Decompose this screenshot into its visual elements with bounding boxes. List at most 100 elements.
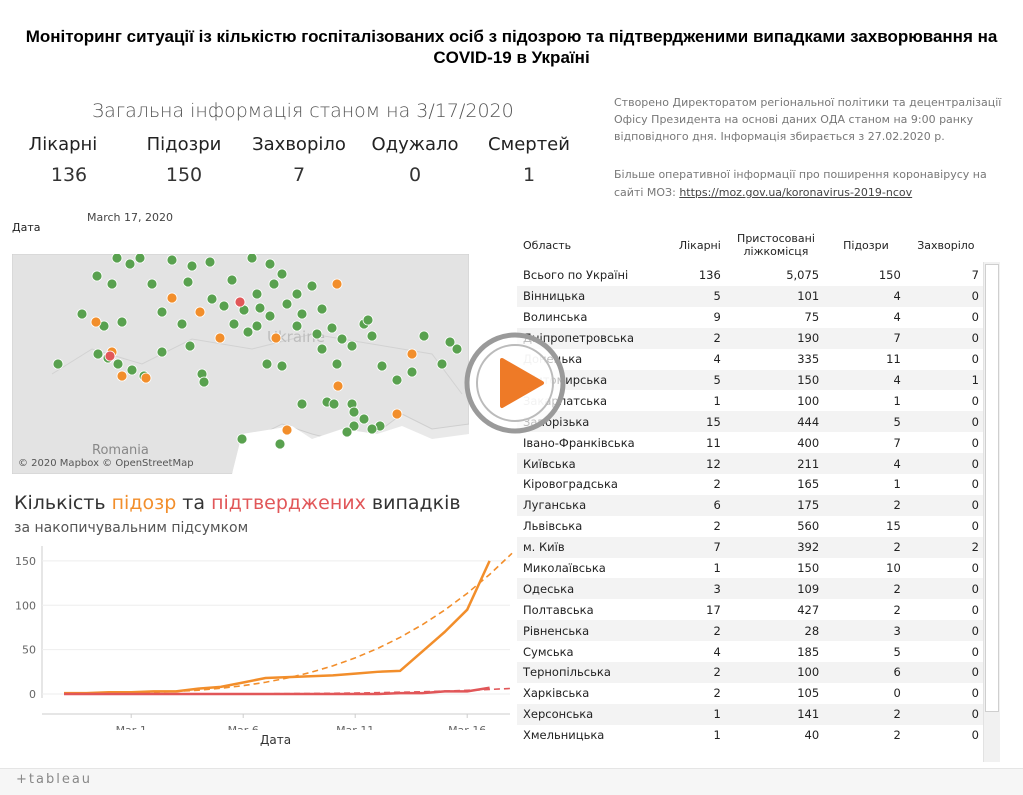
table-scroll-thumb[interactable] [985, 264, 999, 712]
hospital-marker[interactable] [264, 310, 276, 322]
table-row[interactable]: Сумська 4 185 5 0 [517, 641, 985, 663]
col-header-confirmed[interactable]: Захворіло [917, 238, 975, 252]
hospital-marker[interactable] [418, 330, 430, 342]
table-row[interactable]: Волинська 9 75 4 0 [517, 306, 985, 328]
suspected-marker[interactable] [140, 372, 152, 384]
table-row[interactable]: Дніпропетровська 2 190 7 0 [517, 327, 985, 349]
table-row[interactable]: Тернопільська 2 100 6 0 [517, 662, 985, 683]
hospital-marker[interactable] [106, 278, 118, 290]
hospital-marker[interactable] [182, 276, 194, 288]
table-row[interactable]: Вінницька 5 101 4 0 [517, 286, 985, 307]
suspected-marker[interactable] [166, 292, 178, 304]
table-row[interactable]: Донецька4335110 [517, 348, 985, 370]
table-total-row[interactable]: Всього по Україні 136 5,075 150 7 [517, 264, 985, 286]
confirmed-marker[interactable] [234, 296, 246, 308]
hospital-marker[interactable] [76, 308, 88, 320]
hospital-marker[interactable] [331, 358, 343, 370]
table-row[interactable]: Полтавська 17 427 2 0 [517, 599, 985, 621]
hospital-marker[interactable] [91, 270, 103, 282]
suspected-marker[interactable] [281, 424, 293, 436]
hospital-marker[interactable] [112, 358, 124, 370]
hospital-marker[interactable] [291, 288, 303, 300]
col-header-region[interactable]: Область [523, 238, 572, 252]
suspected-marker[interactable] [406, 348, 418, 360]
hospital-marker[interactable] [146, 278, 158, 290]
hospital-marker[interactable] [348, 406, 360, 418]
hospital-marker[interactable] [296, 398, 308, 410]
hospital-marker[interactable] [326, 322, 338, 334]
table-row[interactable]: Закарпатська 1 100 1 0 [517, 390, 985, 412]
table-row[interactable]: Херсонська 1 141 2 0 [517, 703, 985, 725]
table-row[interactable]: м. Київ 7 392 2 2 [517, 536, 985, 558]
hospital-marker[interactable] [281, 298, 293, 310]
hospital-marker[interactable] [176, 318, 188, 330]
hospital-marker[interactable] [246, 254, 258, 264]
hospital-marker[interactable] [126, 364, 138, 376]
hospital-marker[interactable] [116, 316, 128, 328]
hospital-marker[interactable] [156, 346, 168, 358]
hospital-marker[interactable] [134, 254, 146, 264]
hospital-marker[interactable] [341, 426, 353, 438]
confirmed-marker[interactable] [104, 350, 116, 362]
moz-link[interactable]: https://moz.gov.ua/koronavirus-2019-ncov [679, 186, 913, 199]
table-row[interactable]: Одеська 3 109 2 0 [517, 578, 985, 600]
hospital-marker[interactable] [186, 260, 198, 272]
hospital-marker[interactable] [311, 328, 323, 340]
suspected-marker[interactable] [332, 380, 344, 392]
hospital-marker[interactable] [406, 366, 418, 378]
hospital-marker[interactable] [166, 254, 178, 266]
col-header-beds[interactable]: Пристосовані ліжкомісця [737, 232, 815, 258]
hospital-marker[interactable] [236, 433, 248, 445]
suspected-marker[interactable] [116, 370, 128, 382]
hospital-marker[interactable] [276, 268, 288, 280]
hospital-marker[interactable] [316, 303, 328, 315]
hospital-marker[interactable] [226, 274, 238, 286]
table-row[interactable]: Хмельницька 1 40 2 0 [517, 724, 985, 746]
hospital-marker[interactable] [124, 258, 136, 270]
hospital-marker[interactable] [206, 293, 218, 305]
suspected-marker[interactable] [90, 316, 102, 328]
suspected-marker[interactable] [214, 332, 226, 344]
suspected-marker[interactable] [391, 408, 403, 420]
hospital-marker[interactable] [242, 326, 254, 338]
hospital-marker[interactable] [306, 280, 318, 292]
hospital-marker[interactable] [376, 360, 388, 372]
hospital-marker[interactable] [274, 438, 286, 450]
table-row[interactable]: Луганська 6 175 2 0 [517, 494, 985, 516]
play-icon[interactable] [462, 330, 568, 436]
hospital-marker[interactable] [254, 302, 266, 314]
line-chart[interactable]: 0 50 100 150 Mar 1 Mar 6 Mar 11 Mar 16 [0, 540, 515, 730]
map[interactable]: Ukraine Romania [12, 254, 469, 474]
region-table-container[interactable]: Область Лікарні Пристосовані ліжкомісця … [517, 226, 1000, 762]
hospital-marker[interactable] [328, 398, 340, 410]
hospital-marker[interactable] [251, 288, 263, 300]
hospital-marker[interactable] [52, 358, 64, 370]
hospital-marker[interactable] [156, 306, 168, 318]
hospital-marker[interactable] [451, 343, 463, 355]
suspected-marker[interactable] [270, 332, 282, 344]
table-row[interactable]: Житомирська515041 [517, 369, 985, 391]
hospital-marker[interactable] [436, 358, 448, 370]
hospital-marker[interactable] [92, 348, 104, 360]
table-row[interactable]: Харківська 2 105 0 0 [517, 682, 985, 704]
hospital-marker[interactable] [444, 336, 456, 348]
hospital-marker[interactable] [391, 374, 403, 386]
hospital-marker[interactable] [366, 423, 378, 435]
hospital-marker[interactable] [268, 278, 280, 290]
hospital-marker[interactable] [261, 358, 273, 370]
table-row[interactable]: Миколаївська 1 150 10 0 [517, 557, 985, 579]
table-row[interactable]: Київська 12 211 4 0 [517, 453, 985, 475]
hospital-marker[interactable] [218, 300, 230, 312]
series-line-suspected[interactable] [64, 560, 491, 695]
table-row[interactable]: Івано-Франківська 11 400 7 0 [517, 432, 985, 454]
hospital-marker[interactable] [264, 258, 276, 270]
tableau-logo[interactable]: +tableau [16, 772, 93, 787]
hospital-marker[interactable] [316, 343, 328, 355]
hospital-marker[interactable] [198, 376, 210, 388]
hospital-marker[interactable] [348, 420, 360, 432]
col-header-suspected[interactable]: Підозри [843, 238, 889, 252]
hospital-marker[interactable] [358, 413, 370, 425]
hospital-marker[interactable] [296, 308, 308, 320]
hospital-marker[interactable] [366, 330, 378, 342]
table-row[interactable]: Львівська 2 560 15 0 [517, 515, 985, 537]
